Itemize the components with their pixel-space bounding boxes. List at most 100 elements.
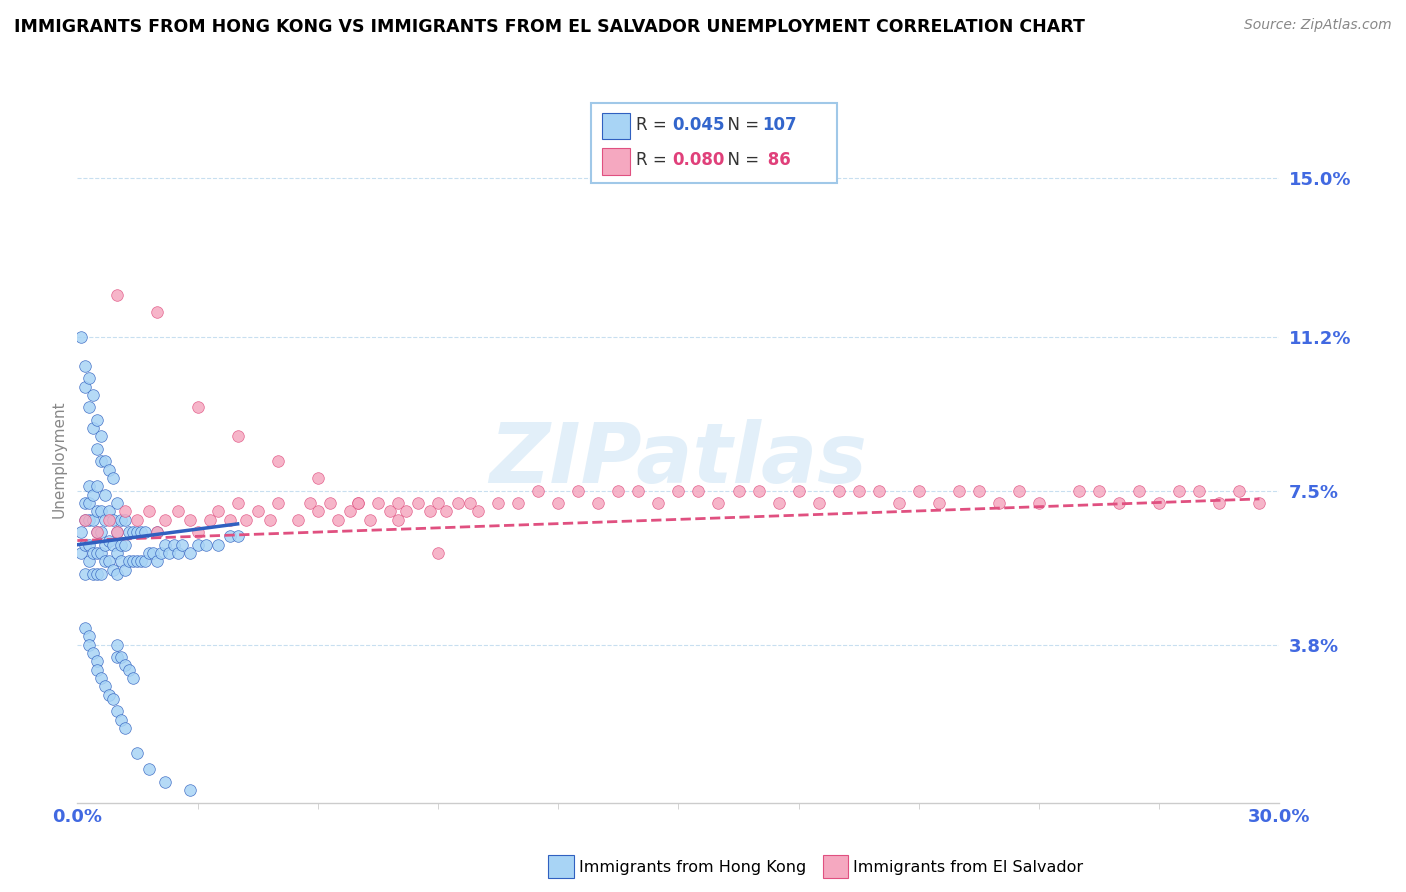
Point	[103, 471, 125, 485]
Point	[82, 388, 104, 402]
Point	[94, 454, 117, 468]
Point	[82, 646, 104, 660]
Point	[807, 496, 830, 510]
Point	[787, 483, 810, 498]
Point	[186, 525, 209, 540]
Point	[458, 496, 481, 510]
Point	[347, 496, 370, 510]
Point	[90, 525, 112, 540]
Point	[434, 504, 457, 518]
Point	[162, 538, 184, 552]
Point	[467, 504, 489, 518]
Point	[194, 538, 217, 552]
Point	[179, 546, 201, 560]
Point	[98, 513, 121, 527]
Point	[1168, 483, 1191, 498]
Point	[406, 496, 429, 510]
Point	[107, 566, 129, 581]
Text: N =: N =	[717, 116, 765, 134]
Point	[527, 483, 550, 498]
Point	[1069, 483, 1091, 498]
Point	[298, 496, 321, 510]
Point	[90, 546, 112, 560]
Point	[86, 566, 108, 581]
Point	[86, 663, 108, 677]
Point	[82, 513, 104, 527]
Point	[86, 442, 108, 456]
Text: Source: ZipAtlas.com: Source: ZipAtlas.com	[1244, 18, 1392, 32]
Point	[75, 538, 97, 552]
Point	[1149, 496, 1171, 510]
Point	[367, 496, 389, 510]
Point	[94, 513, 117, 527]
Point	[768, 496, 790, 510]
Point	[928, 496, 950, 510]
Point	[122, 554, 145, 568]
Point	[967, 483, 990, 498]
Point	[688, 483, 710, 498]
Point	[166, 546, 188, 560]
Text: Immigrants from El Salvador: Immigrants from El Salvador	[853, 860, 1084, 874]
Point	[107, 704, 129, 718]
Point	[79, 496, 101, 510]
Point	[86, 504, 108, 518]
Point	[1188, 483, 1211, 498]
Point	[94, 488, 117, 502]
Point	[107, 546, 129, 560]
Point	[1088, 483, 1111, 498]
Point	[378, 504, 401, 518]
Point	[508, 496, 530, 510]
Point	[186, 401, 209, 415]
Point	[70, 525, 93, 540]
Point	[207, 538, 229, 552]
Point	[90, 429, 112, 443]
Point	[103, 513, 125, 527]
Point	[155, 538, 177, 552]
Text: N =: N =	[717, 152, 765, 169]
Y-axis label: Unemployment: Unemployment	[51, 401, 66, 518]
Point	[226, 496, 249, 510]
Point	[207, 504, 229, 518]
Point	[82, 488, 104, 502]
Point	[146, 554, 169, 568]
Point	[1028, 496, 1050, 510]
Point	[218, 529, 240, 543]
Point	[707, 496, 730, 510]
Point	[79, 401, 101, 415]
Text: R =: R =	[636, 152, 672, 169]
Point	[848, 483, 870, 498]
Point	[447, 496, 470, 510]
Point	[1128, 483, 1150, 498]
Point	[226, 529, 249, 543]
Point	[107, 525, 129, 540]
Point	[395, 504, 418, 518]
Point	[86, 479, 108, 493]
Point	[339, 504, 361, 518]
Point	[668, 483, 690, 498]
Point	[114, 563, 136, 577]
Point	[82, 546, 104, 560]
Point	[110, 538, 132, 552]
Point	[179, 513, 201, 527]
Point	[98, 533, 121, 548]
Point	[607, 483, 630, 498]
Point	[75, 621, 97, 635]
Point	[90, 566, 112, 581]
Point	[122, 671, 145, 685]
Point	[179, 783, 201, 797]
Point	[828, 483, 851, 498]
Point	[134, 525, 156, 540]
Point	[82, 566, 104, 581]
Point	[75, 513, 97, 527]
Point	[259, 513, 281, 527]
Point	[75, 513, 97, 527]
Point	[387, 513, 409, 527]
Point	[267, 454, 290, 468]
Point	[419, 504, 441, 518]
Text: R =: R =	[636, 116, 672, 134]
Point	[727, 483, 749, 498]
Point	[94, 679, 117, 693]
Point	[75, 566, 97, 581]
Point	[347, 496, 370, 510]
Point	[1208, 496, 1230, 510]
